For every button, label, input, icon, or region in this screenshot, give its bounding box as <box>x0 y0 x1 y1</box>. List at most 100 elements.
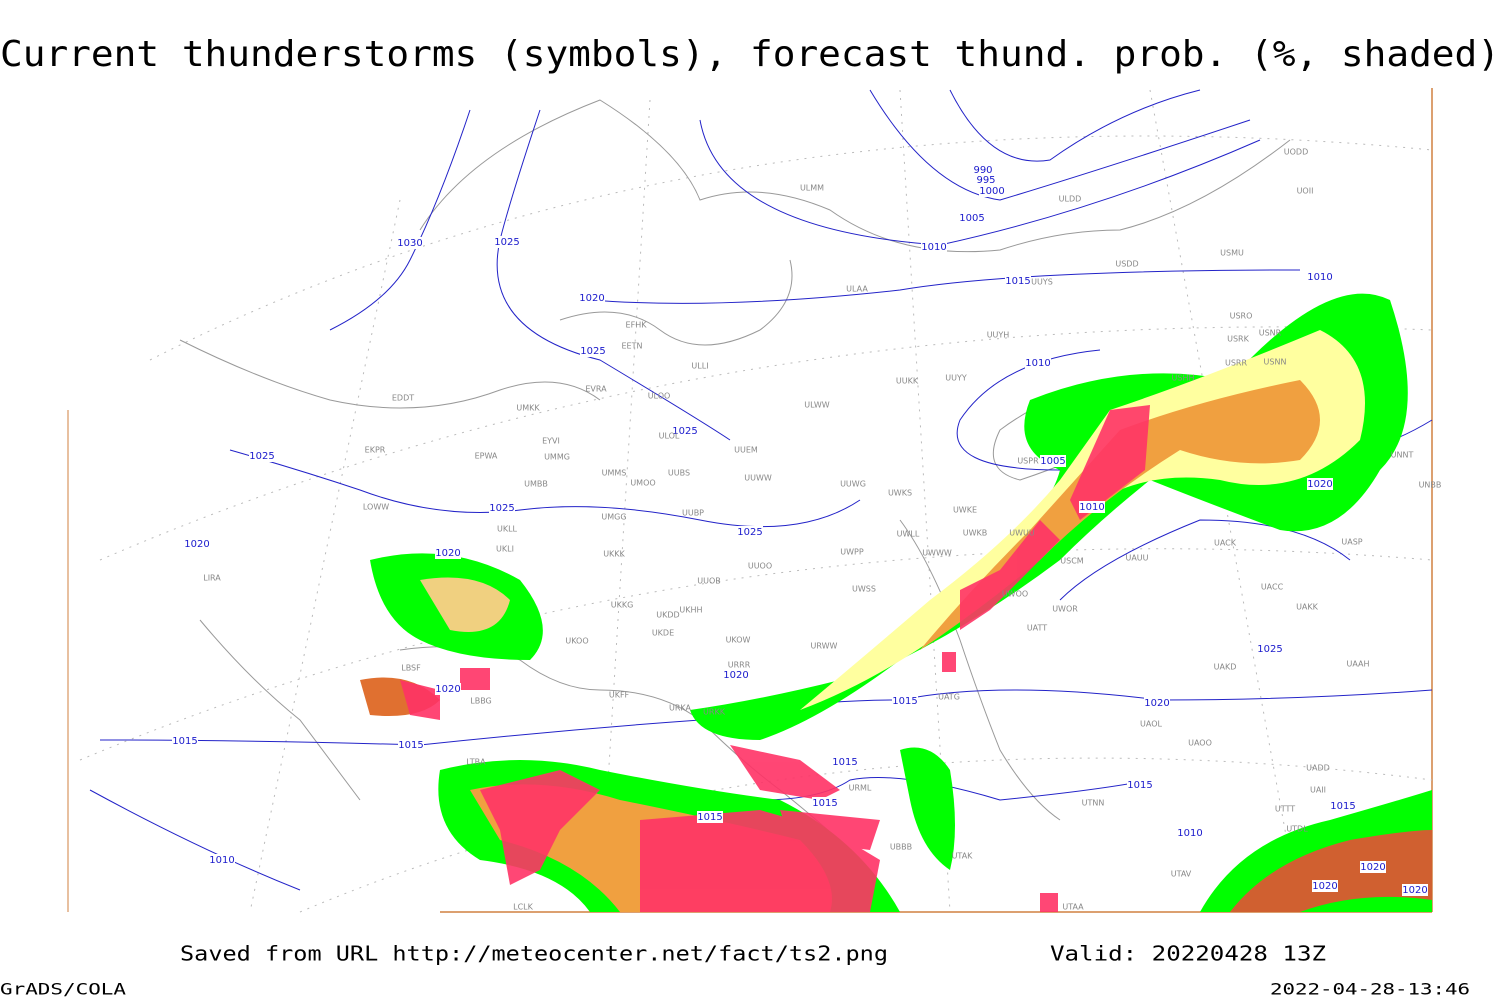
isobar-label-bg <box>435 547 461 559</box>
station-code: EVRA <box>585 385 607 394</box>
isobar-label: 1025 <box>249 451 274 462</box>
isobar-label-bg <box>892 695 918 707</box>
stations: ULMM ULDD UODD UOII USMU USDD ULAA UUYS EFHK EETN… <box>203 148 1441 912</box>
station-code: UTAV <box>1171 870 1192 879</box>
station-code: UASP <box>1341 538 1362 547</box>
isobar-label: 1015 <box>892 696 917 707</box>
station-code: UUBP <box>682 509 704 518</box>
isobar-label: 1010 <box>921 242 946 253</box>
isobar-label-bg <box>1330 800 1356 812</box>
title: Current thunderstorms (symbols), forecas… <box>0 34 1500 75</box>
valid-time: Valid: 20220428 13Z <box>1050 942 1326 966</box>
station-code: UWPP <box>840 548 864 557</box>
station-code: UKDD <box>656 611 679 620</box>
station-code: URML <box>849 784 872 793</box>
isobar-label: 1025 <box>1257 644 1282 655</box>
station-code: UUBS <box>668 469 690 478</box>
station-code: UTDL <box>1286 825 1308 834</box>
isobar-label-bg <box>737 526 763 538</box>
station-code: UOII <box>1297 187 1314 196</box>
isobar-label: 1010 <box>1307 272 1332 283</box>
isobar-label-bg <box>249 450 275 462</box>
station-code: UBBB <box>890 843 912 852</box>
thunderstorm-symbols <box>400 405 1150 912</box>
station-code: USDD <box>1115 260 1138 269</box>
isobar-label-bg <box>1257 643 1283 655</box>
isobar-label-bg <box>832 756 858 768</box>
isobar-label-bg <box>494 236 520 248</box>
isobar-label: 995 <box>976 175 995 186</box>
station-code: UUYH <box>987 331 1010 340</box>
isobar-label: 1025 <box>580 346 605 357</box>
isobar-label: 1000 <box>979 186 1004 197</box>
station-code: USRR <box>1225 359 1247 368</box>
isobar-label: 1020 <box>1144 698 1169 709</box>
station-code: UATG <box>938 693 960 702</box>
station-code: UAII <box>1310 786 1326 795</box>
station-code: UKOO <box>565 637 588 646</box>
station-code: UWOO <box>1002 590 1028 599</box>
station-code: EETN <box>622 342 643 351</box>
isobar-label: 1015 <box>1127 780 1152 791</box>
station-code: URWW <box>811 642 838 651</box>
isobar-label: 1020 <box>579 293 604 304</box>
station-code: UUYY <box>945 374 967 383</box>
isobar-label: 1010 <box>1177 828 1202 839</box>
station-code: UWSS <box>852 585 876 594</box>
isobar-label-bg <box>1079 501 1105 513</box>
station-code: EDDT <box>392 394 414 403</box>
station-code: UUWW <box>744 474 772 483</box>
station-code: USRK <box>1227 335 1249 344</box>
isobar-label: 1020 <box>1402 885 1427 896</box>
station-code: UKLI <box>496 545 514 554</box>
station-code: LBSF <box>401 664 421 673</box>
station-code: EYVI <box>542 437 560 446</box>
station-code: EKPR <box>365 446 386 455</box>
isobar-label: 1015 <box>1330 801 1355 812</box>
station-code: UMBB <box>524 480 548 489</box>
station-code: UAUU <box>1125 554 1148 563</box>
isobar-label-bg <box>1040 455 1066 467</box>
isobar-label-bg <box>579 292 605 304</box>
isobar-label-bg <box>979 185 1005 197</box>
station-code: USHH <box>1172 374 1195 383</box>
station-code: UNBB <box>1419 481 1442 490</box>
station-code: UKFF <box>609 691 630 700</box>
station-code: UATT <box>1027 624 1047 633</box>
station-code: UNNT <box>1391 451 1414 460</box>
timestamp: 2022-04-28-13:46 <box>1270 980 1470 999</box>
station-code: USCM <box>1060 557 1084 566</box>
isobar-label: 1020 <box>723 670 748 681</box>
isobar-label: 1025 <box>494 237 519 248</box>
isobar-label: 1010 <box>209 855 234 866</box>
isobar-label: 1030 <box>397 238 422 249</box>
station-code: EPWA <box>475 452 498 461</box>
isobar-label-bg <box>398 739 424 751</box>
isobar-label-bg <box>1005 275 1031 287</box>
station-code: USRO <box>1230 312 1253 321</box>
isobar-label: 1015 <box>832 757 857 768</box>
station-code: UTTT <box>1275 805 1295 814</box>
station-code: UAOL <box>1140 720 1162 729</box>
station-code: ULOL <box>659 432 680 441</box>
station-code: UWWW <box>922 549 952 558</box>
station-code: UUYS <box>1031 278 1053 287</box>
isobar-label-bg <box>1360 861 1386 873</box>
station-code: URKK <box>703 708 726 717</box>
station-code: UKHH <box>679 606 702 615</box>
isobar-label: 1025 <box>672 426 697 437</box>
isobar-label: 1020 <box>1360 862 1385 873</box>
isobar-label-bg <box>672 425 698 437</box>
isobar-label-bg <box>697 811 723 823</box>
station-code: UKLL <box>497 525 518 534</box>
station-code: LBBG <box>470 697 492 706</box>
isobar-label-bg <box>184 538 210 550</box>
isobar-label: 1005 <box>959 213 984 224</box>
station-code: USNR <box>1259 329 1282 338</box>
isobar-label: 1015 <box>812 798 837 809</box>
station-code: UUWG <box>840 480 866 489</box>
station-code: EFHK <box>626 321 648 330</box>
station-code: UMGG <box>601 513 626 522</box>
station-code: LIRA <box>203 574 221 583</box>
isobar-label-bg <box>1144 697 1170 709</box>
